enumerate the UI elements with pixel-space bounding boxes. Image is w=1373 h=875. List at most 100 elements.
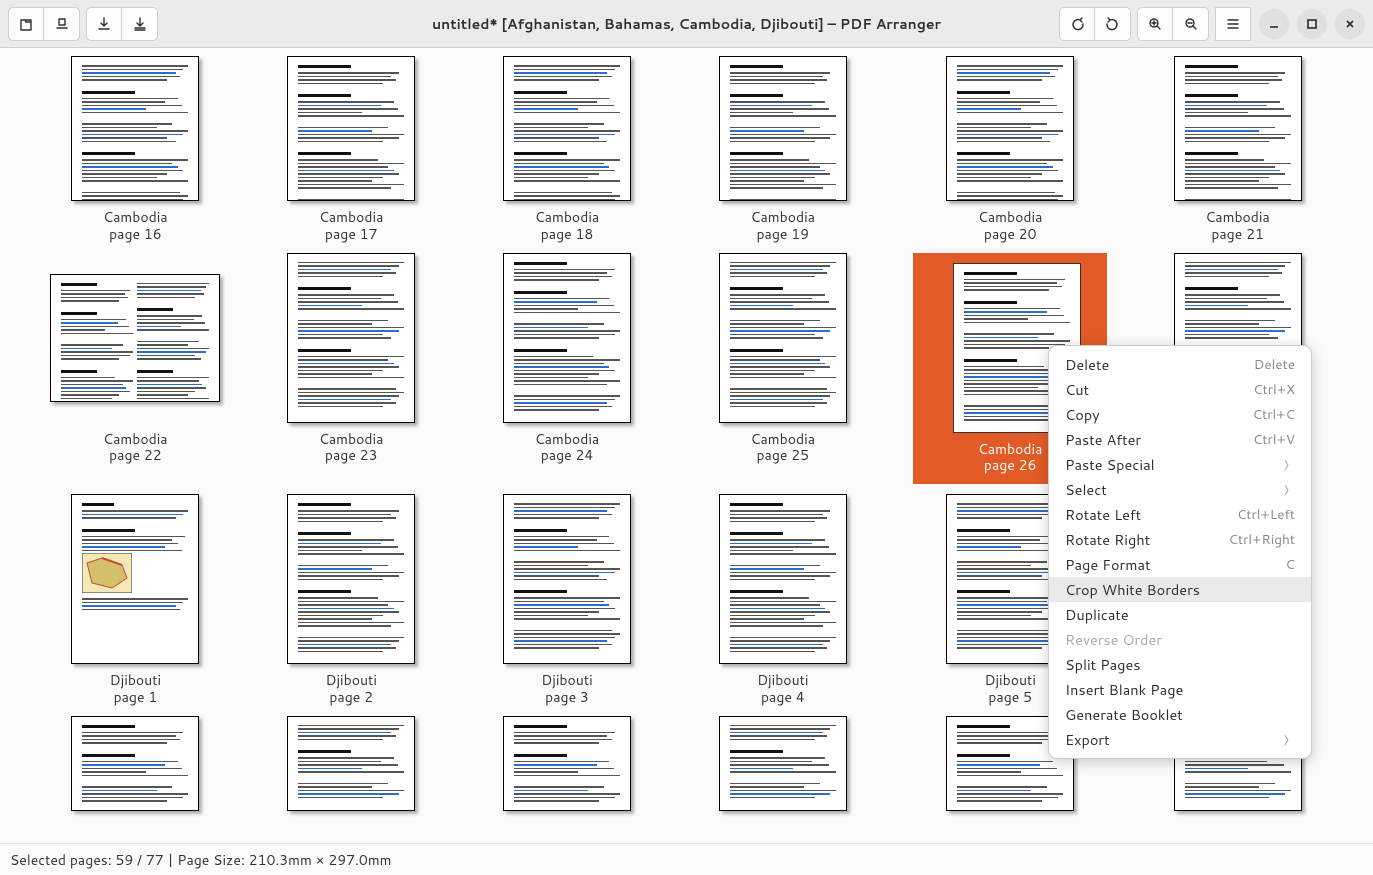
save-as-button[interactable] [122, 7, 158, 41]
context-menu: Delete Delete Cut Ctrl+X CopyCtrl+CPaste Aft… [1048, 345, 1312, 759]
chevron-right-icon: 〉 [1284, 732, 1295, 748]
page-thumbnail[interactable] [50, 716, 221, 819]
ctx-page-format[interactable]: Page FormatC [1049, 552, 1311, 577]
import-button[interactable] [44, 7, 80, 41]
menu-accelerator: Delete [1254, 355, 1295, 374]
import-icon [54, 16, 70, 32]
thumbnail-caption: Cambodiapage 23 [266, 431, 437, 465]
thumbnail-caption: Djiboutipage 2 [266, 672, 437, 706]
zoom-out-icon [1183, 16, 1199, 32]
undo-button[interactable] [1059, 7, 1095, 41]
menu-item-label: Generate Booklet [1065, 704, 1183, 725]
thumbnail-caption: Djiboutipage 3 [482, 672, 653, 706]
ctx-delete[interactable]: Delete Delete [1049, 352, 1311, 377]
page-thumbnail[interactable]: Cambodiapage 25 [697, 253, 868, 485]
redo-icon [1105, 16, 1121, 32]
chevron-right-icon: 〉 [1284, 482, 1295, 498]
menu-item-label: Select [1065, 479, 1107, 500]
minimize-icon [1267, 17, 1281, 31]
ctx-copy[interactable]: CopyCtrl+C [1049, 402, 1311, 427]
status-bar: Selected pages: 59 / 77 | Page Size: 210… [0, 843, 1373, 875]
menu-item-label: Cut [1065, 379, 1089, 400]
menu-item-label: Crop White Borders [1065, 579, 1200, 600]
menu-item-label: Rotate Left [1065, 504, 1141, 525]
toolbar-left [8, 7, 158, 41]
menu-item-label: Insert Blank Page [1065, 679, 1183, 700]
page-thumbnail[interactable]: Djiboutipage 1 [50, 494, 221, 706]
page-thumbnail[interactable]: Cambodiapage 17 [266, 56, 437, 243]
page-thumbnail[interactable]: Cambodiapage 18 [482, 56, 653, 243]
ctx-reverse-order: Reverse Order [1049, 627, 1311, 652]
ctx-export[interactable]: Export 〉 [1049, 727, 1311, 752]
page-thumbnail[interactable] [482, 716, 653, 819]
thumbnail-caption: Djiboutipage 4 [697, 672, 868, 706]
page-thumbnail[interactable]: Cambodiapage 19 [697, 56, 868, 243]
ctx-split-pages[interactable]: Split Pages [1049, 652, 1311, 677]
thumbnail-caption: Cambodiapage 16 [50, 209, 221, 243]
thumbnail-caption: Cambodiapage 18 [482, 209, 653, 243]
menu-item-label: Paste Special [1065, 454, 1155, 475]
thumbnail-caption: Cambodiapage 19 [697, 209, 868, 243]
open-button[interactable] [8, 7, 44, 41]
page-thumbnail[interactable]: Cambodiapage 23 [266, 253, 437, 485]
window-title: untitled* [Afghanistan, Bahamas, Cambodi… [432, 14, 941, 34]
ctx-paste-after[interactable]: Paste After Ctrl+V [1049, 427, 1311, 452]
open-icon [18, 16, 34, 32]
save-icon [96, 16, 112, 32]
titlebar: untitled* [Afghanistan, Bahamas, Cambodi… [0, 0, 1373, 48]
zoom-out-button[interactable] [1173, 7, 1209, 41]
window-maximize-button[interactable] [1297, 9, 1327, 39]
close-icon [1343, 17, 1357, 31]
ctx-rotate-right[interactable]: Rotate Right Ctrl+Right [1049, 527, 1311, 552]
page-thumbnail[interactable]: Djiboutipage 4 [697, 494, 868, 706]
page-thumbnail[interactable]: Cambodiapage 24 [482, 253, 653, 485]
menu-accelerator: Ctrl+Right [1228, 530, 1295, 549]
thumbnail-caption: Cambodiapage 21 [1152, 209, 1323, 243]
window-close-button[interactable] [1335, 9, 1365, 39]
ctx-select[interactable]: Select 〉 [1049, 477, 1311, 502]
page-thumbnail[interactable]: Cambodiapage 20 [913, 56, 1107, 243]
undo-icon [1069, 16, 1085, 32]
save-button[interactable] [86, 7, 122, 41]
page-thumbnail[interactable] [266, 716, 437, 819]
toolbar-right [1059, 7, 1209, 41]
menu-item-label: Split Pages [1065, 654, 1141, 675]
page-thumbnail[interactable]: Djiboutipage 3 [482, 494, 653, 706]
thumbnail-caption: Cambodiapage 25 [697, 431, 868, 465]
thumbnail-caption: Djiboutipage 1 [50, 672, 221, 706]
ctx-paste-special[interactable]: Paste Special〉 [1049, 452, 1311, 477]
ctx-insert-blank[interactable]: Insert Blank Page [1049, 677, 1311, 702]
status-text: Selected pages: 59 / 77 | Page Size: 210… [10, 850, 392, 870]
page-thumbnail[interactable]: Cambodiapage 21 [1152, 56, 1323, 243]
thumbnail-caption: Cambodiapage 20 [913, 209, 1107, 243]
ctx-duplicate[interactable]: Duplicate [1049, 602, 1311, 627]
page-thumbnail[interactable]: Cambodiapage 22 [50, 253, 221, 485]
window-minimize-button[interactable] [1259, 9, 1289, 39]
main-menu-button[interactable] [1215, 7, 1251, 41]
maximize-icon [1305, 17, 1319, 31]
menu-item-label: Export [1065, 729, 1110, 750]
page-thumbnail[interactable]: Cambodiapage 16 [50, 56, 221, 243]
page-thumbnail[interactable]: Djiboutipage 2 [266, 494, 437, 706]
menu-accelerator: C [1285, 555, 1295, 574]
ctx-gen-booklet[interactable]: Generate Booklet [1049, 702, 1311, 727]
hamburger-icon [1225, 16, 1241, 32]
ctx-cut[interactable]: Cut Ctrl+X [1049, 377, 1311, 402]
redo-button[interactable] [1095, 7, 1131, 41]
ctx-rotate-left[interactable]: Rotate Left Ctrl+Left [1049, 502, 1311, 527]
page-thumbnail[interactable] [697, 716, 868, 819]
menu-item-label: Paste After [1065, 429, 1141, 450]
menu-accelerator: Ctrl+X [1253, 380, 1295, 399]
zoom-in-icon [1147, 16, 1163, 32]
ctx-crop-white[interactable]: Crop White Borders [1049, 577, 1311, 602]
menu-accelerator: Ctrl+V [1253, 430, 1295, 449]
menu-item-label: Delete [1065, 354, 1109, 375]
zoom-in-button[interactable] [1137, 7, 1173, 41]
menu-item-label: Duplicate [1065, 604, 1129, 625]
menu-accelerator: Ctrl+Left [1237, 505, 1295, 524]
map-icon [82, 553, 132, 593]
menu-item-label: Rotate Right [1065, 529, 1150, 550]
menu-item-label: Reverse Order [1065, 629, 1162, 650]
thumbnail-caption: Cambodiapage 24 [482, 431, 653, 465]
thumbnail-caption: Cambodiapage 22 [50, 431, 221, 465]
